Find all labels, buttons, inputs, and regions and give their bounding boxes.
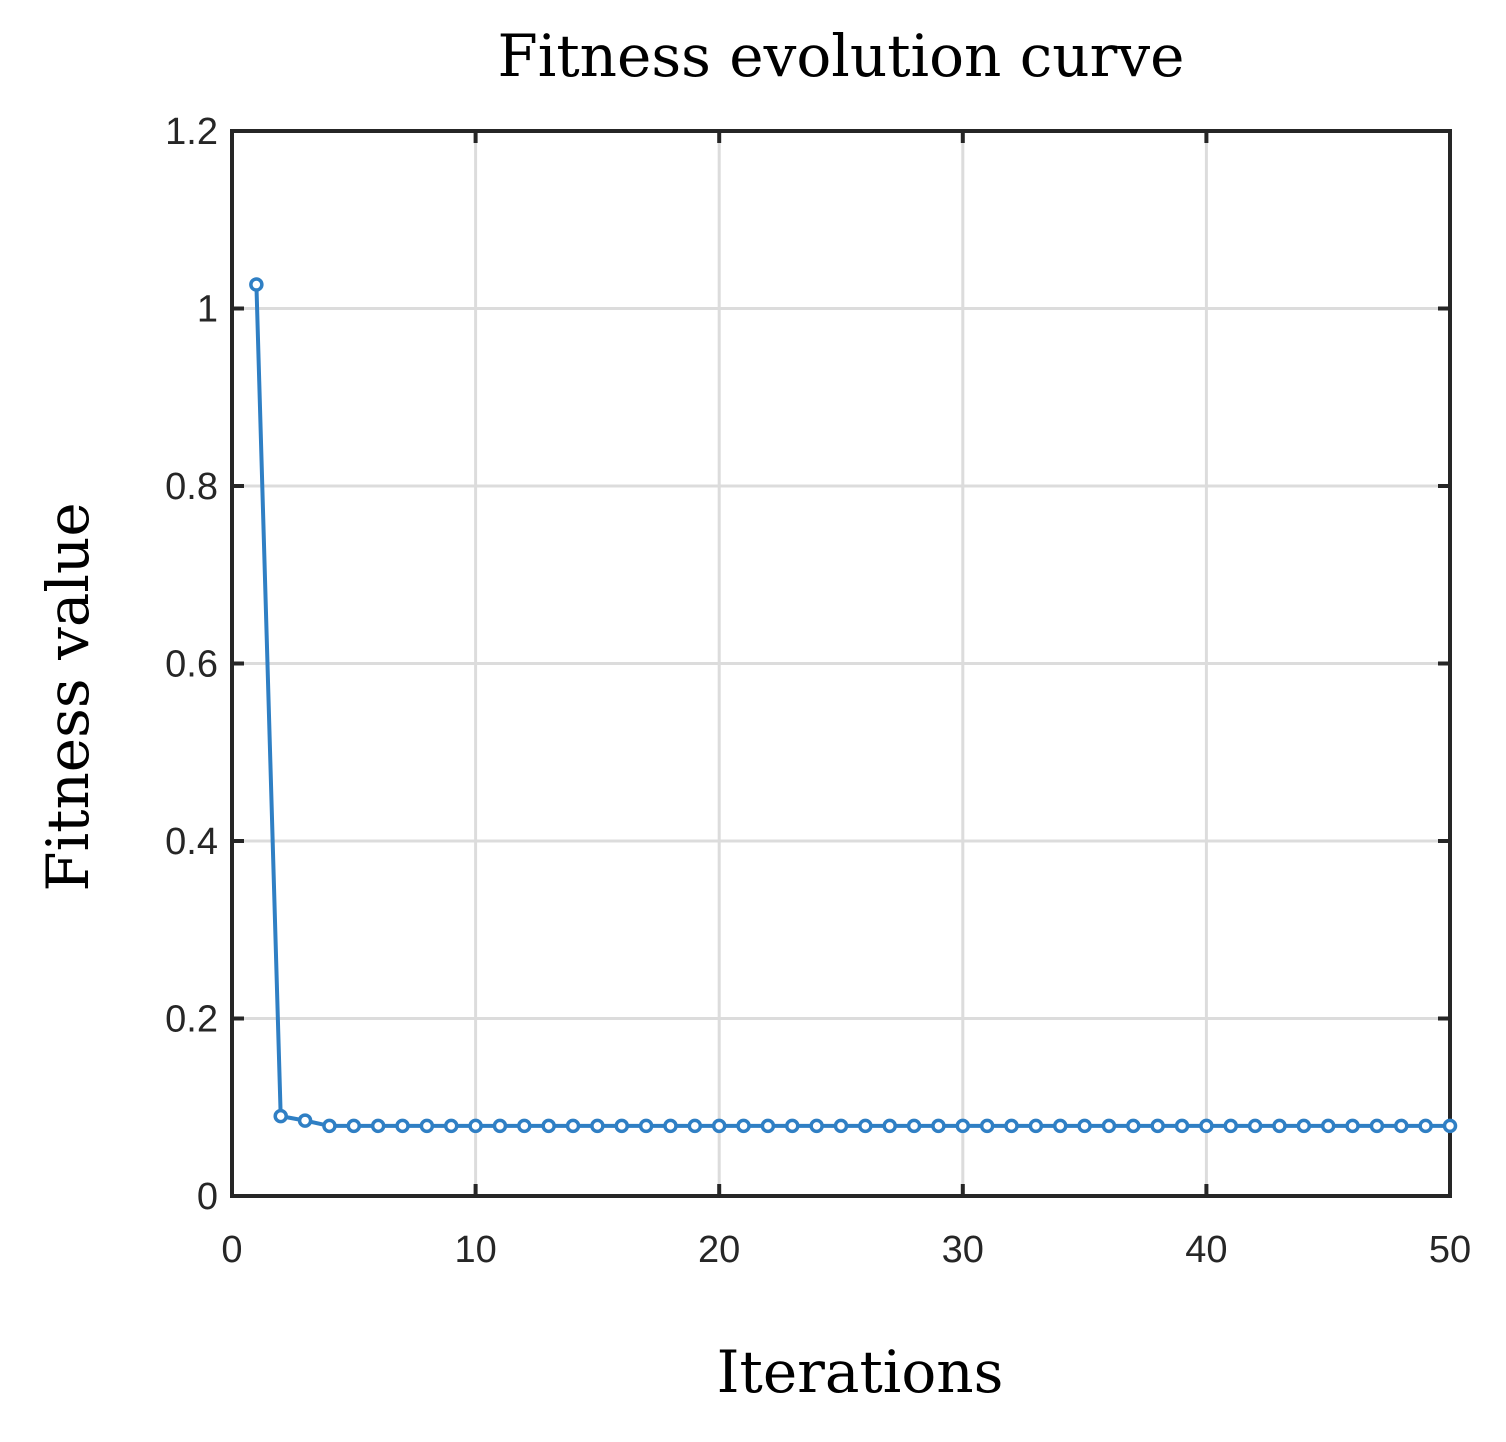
data-point <box>1320 1118 1336 1134</box>
data-point <box>1004 1118 1019 1134</box>
x-tick-label: 20 <box>698 1229 740 1271</box>
data-point <box>346 1118 362 1134</box>
data-point <box>663 1118 678 1134</box>
x-tick-label: 50 <box>1429 1229 1471 1271</box>
y-tick-label: 0.8 <box>165 466 218 508</box>
data-point <box>955 1118 971 1134</box>
data-point <box>736 1118 751 1134</box>
data-point <box>443 1118 459 1134</box>
x-tick-label: 30 <box>942 1229 984 1271</box>
y-tick-label: 1.2 <box>165 111 218 153</box>
y-tick-label: 1 <box>197 289 218 331</box>
x-tick-label: 0 <box>221 1229 242 1271</box>
data-point <box>1126 1118 1141 1134</box>
data-point <box>249 277 264 292</box>
tick-labels: 0 10 20 30 40 50 0 0.2 0.4 0.6 0.8 1 1.2 <box>165 111 1471 1271</box>
data-point <box>1272 1118 1287 1134</box>
y-tick-label: 0.6 <box>165 644 218 686</box>
data-point <box>785 1118 800 1134</box>
chart-title: Fitness evolution curve <box>498 22 1185 90</box>
data-point <box>1199 1118 1214 1134</box>
data-point <box>395 1118 410 1134</box>
data-point <box>565 1118 581 1134</box>
data-point <box>931 1118 946 1134</box>
x-axis-label: Iterations <box>717 1338 1004 1406</box>
data-point <box>1418 1118 1433 1134</box>
data-point <box>1223 1118 1239 1134</box>
data-point <box>273 1108 288 1124</box>
data-point <box>541 1118 556 1134</box>
data-point <box>1369 1118 1385 1134</box>
series-line <box>254 284 1450 1128</box>
data-point <box>517 1118 532 1134</box>
y-tick-label: 0.2 <box>165 999 218 1041</box>
data-point <box>1394 1118 1409 1134</box>
data-point <box>1052 1118 1068 1134</box>
data-point <box>590 1118 605 1134</box>
data-point <box>809 1118 824 1134</box>
data-point <box>638 1118 654 1134</box>
data-point <box>1247 1118 1263 1134</box>
y-tick-label: 0.4 <box>165 821 218 863</box>
data-point <box>297 1113 313 1128</box>
data-point <box>1442 1118 1458 1134</box>
data-point <box>419 1118 435 1134</box>
data-point <box>1101 1118 1117 1134</box>
x-tick-label: 10 <box>454 1229 496 1271</box>
data-point <box>468 1118 483 1134</box>
data-point <box>1028 1118 1044 1134</box>
data-point <box>492 1118 508 1134</box>
series-layer <box>249 277 1458 1134</box>
x-tick-label: 40 <box>1185 1229 1227 1271</box>
data-point <box>979 1118 995 1134</box>
data-point <box>370 1118 386 1134</box>
grid <box>232 131 1450 1196</box>
axes <box>230 129 1452 1198</box>
data-point <box>1296 1118 1312 1134</box>
data-point <box>1077 1118 1092 1134</box>
data-point <box>711 1118 727 1134</box>
data-point <box>687 1118 703 1134</box>
data-point <box>760 1118 776 1134</box>
data-point <box>833 1118 849 1134</box>
data-point <box>1345 1118 1360 1134</box>
data-point <box>614 1118 630 1134</box>
data-point <box>858 1118 873 1134</box>
data-point <box>1150 1118 1165 1134</box>
data-point <box>1174 1118 1190 1134</box>
y-tick-label: 0 <box>197 1176 218 1218</box>
data-point <box>882 1118 897 1134</box>
y-axis-label: Fitness value <box>34 502 102 891</box>
data-point <box>906 1118 922 1134</box>
data-point <box>322 1118 337 1134</box>
